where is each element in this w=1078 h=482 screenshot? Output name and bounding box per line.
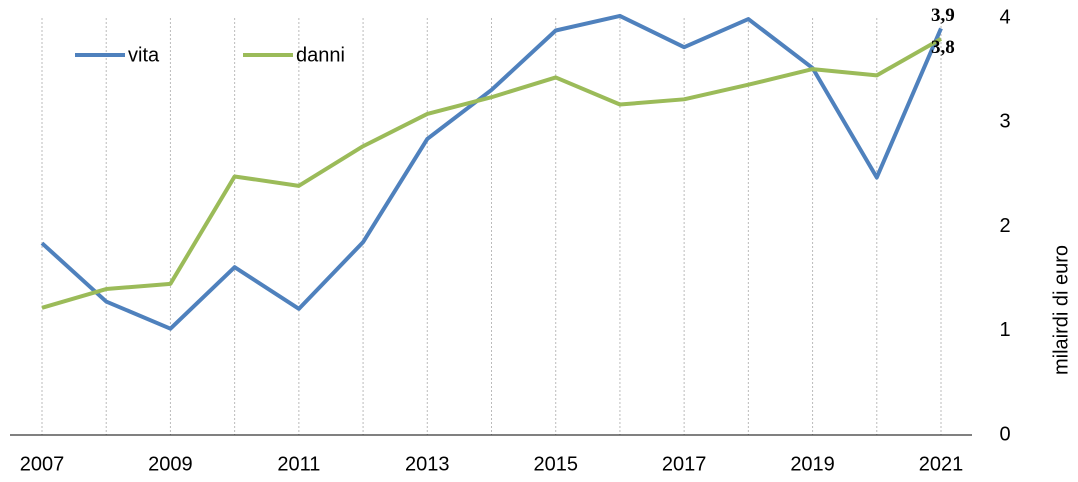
- y-tick-label: 4: [999, 6, 1010, 28]
- y-tick-label: 2: [999, 215, 1010, 237]
- x-tick-label: 2007: [20, 453, 65, 475]
- x-tick-label: 2011: [277, 453, 320, 475]
- y-tick-label: 0: [999, 423, 1010, 445]
- x-tick-label: 2013: [405, 453, 450, 475]
- y-tick-label: 3: [999, 111, 1010, 133]
- y-tick-label: 1: [999, 319, 1010, 341]
- data-label: 3,9: [931, 5, 955, 26]
- legend-label: vita: [128, 44, 160, 66]
- x-tick-label: 2009: [148, 453, 193, 475]
- x-tick-label: 2017: [662, 453, 707, 475]
- line-danni: [41, 37, 942, 310]
- data-label: 3,8: [931, 37, 955, 58]
- y-axis-label: milairdi di euro: [1050, 245, 1072, 375]
- x-tick-label: 2019: [790, 453, 835, 475]
- legend-label: danni: [296, 44, 345, 66]
- x-tick-label: 2021: [919, 453, 964, 475]
- line-vita: [40, 13, 943, 331]
- x-tick-label: 2015: [533, 453, 578, 475]
